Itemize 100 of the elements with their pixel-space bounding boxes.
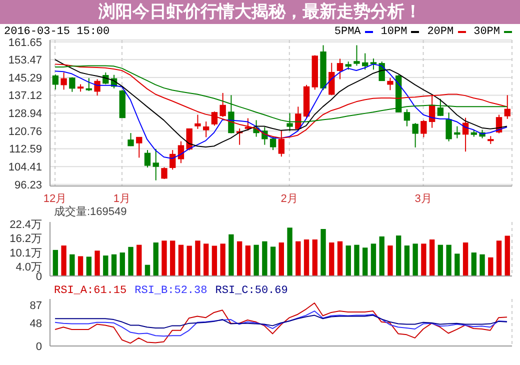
- bar: [178, 244, 184, 276]
- x-tick-label: 1月: [113, 192, 131, 205]
- bar: [488, 257, 494, 276]
- line-series: [54, 314, 508, 329]
- bar: [354, 244, 360, 276]
- candlestick: [69, 76, 76, 92]
- bar: [245, 246, 251, 276]
- bar: [304, 239, 310, 276]
- bar: [346, 246, 351, 276]
- bar: [504, 236, 510, 276]
- candlestick: [202, 121, 210, 138]
- legend-label: 10PM: [380, 26, 408, 38]
- bar: [111, 254, 117, 276]
- bar: [429, 239, 435, 276]
- bar: [337, 241, 343, 276]
- candlestick: [136, 136, 142, 158]
- x-tick-label: 12月: [43, 192, 67, 205]
- y-tick-label: 145.29: [8, 72, 42, 84]
- bar: [438, 244, 444, 276]
- bar: [203, 244, 209, 276]
- bar: [195, 240, 200, 276]
- bar: [320, 228, 326, 276]
- candlestick: [270, 136, 276, 151]
- candlestick: [170, 150, 176, 170]
- candlestick: [336, 58, 344, 80]
- bar: [329, 242, 334, 276]
- candlestick: [437, 98, 444, 117]
- bar: [404, 246, 410, 276]
- bar: [412, 244, 418, 276]
- candlestick: [446, 112, 452, 142]
- candlestick: [220, 92, 226, 118]
- y-tick-label: 128.94: [8, 108, 42, 120]
- y-tick-label: 104.41: [8, 161, 42, 174]
- candlestick: [94, 78, 100, 96]
- candlestick: [404, 108, 410, 127]
- y-tick-label: 0: [36, 340, 42, 353]
- candlestick: [60, 72, 67, 90]
- legend-label: 20PM: [427, 26, 455, 38]
- y-tick-label: 137.12: [8, 90, 42, 102]
- bar: [396, 236, 402, 276]
- bar: [52, 250, 58, 276]
- candlestick: [328, 62, 335, 96]
- line-series: [54, 302, 508, 344]
- candlestick: [362, 52, 368, 70]
- bar: [170, 240, 176, 276]
- chart-title: 浏阳今日虾价行情大揭秘，最新走势分析！: [0, 0, 520, 24]
- bar: [228, 234, 234, 276]
- text: RSI_C:50.69: [215, 285, 288, 297]
- candlestick: [194, 114, 201, 130]
- bar: [270, 246, 276, 276]
- bar: [462, 242, 468, 276]
- candlestick: [152, 148, 159, 181]
- bar: [388, 246, 393, 276]
- x-tick-label: 3月: [414, 192, 432, 205]
- candlestick: [211, 110, 218, 126]
- bar: [86, 256, 92, 276]
- bar: [296, 241, 301, 276]
- candlestick: [144, 150, 151, 168]
- bar: [496, 240, 502, 276]
- legend-label: 30PM: [474, 26, 501, 38]
- bar: [70, 254, 75, 276]
- chart-title: 成交量:169549: [53, 206, 128, 219]
- bar: [278, 242, 284, 276]
- bar: [94, 250, 100, 276]
- bar: [212, 246, 218, 276]
- candlestick: [454, 126, 460, 139]
- bar: [136, 244, 142, 276]
- bar: [379, 236, 384, 276]
- bar: [421, 244, 426, 276]
- bar: [120, 252, 125, 276]
- y-tick-label: 22.4万: [10, 218, 42, 231]
- candlestick: [161, 166, 168, 180]
- y-tick-label: 16.2万: [10, 233, 42, 246]
- bar: [480, 254, 485, 276]
- bar: [471, 252, 476, 276]
- text: RSI_B:52.38: [134, 285, 208, 297]
- bar: [287, 228, 292, 276]
- bar: [362, 248, 368, 276]
- y-tick-label: 48: [30, 318, 42, 330]
- candlestick: [354, 44, 360, 66]
- y-tick-label: 112.59: [9, 144, 42, 156]
- y-tick-label: 161.65: [8, 36, 42, 49]
- bar: [220, 244, 226, 276]
- bar: [262, 241, 268, 276]
- candlestick: [462, 117, 469, 152]
- bar: [162, 240, 167, 276]
- candlestick: [420, 120, 427, 138]
- candlestick: [387, 77, 394, 91]
- bar: [186, 246, 192, 276]
- line-series: [54, 310, 508, 337]
- x-tick-label: 2月: [280, 192, 298, 205]
- bar: [312, 239, 318, 276]
- candlestick: [370, 58, 377, 70]
- bar: [153, 242, 158, 276]
- bar: [61, 246, 66, 276]
- candlestick: [52, 74, 59, 90]
- candlestick: [412, 122, 418, 148]
- bar: [128, 246, 134, 276]
- bar: [103, 256, 108, 276]
- y-tick-label: 10.1万: [10, 247, 42, 260]
